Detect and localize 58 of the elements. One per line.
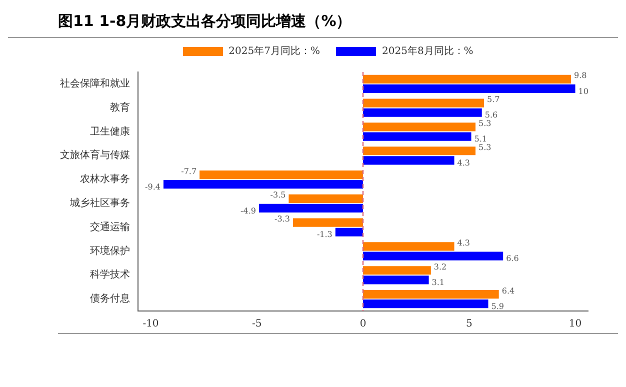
bar — [363, 122, 476, 132]
bar — [363, 146, 476, 156]
bar — [363, 98, 484, 108]
bar — [363, 300, 488, 308]
chart-title: 图11 1-8月财政支出各分项同比增速（%） — [8, 8, 618, 38]
data-label: 4.3 — [457, 158, 470, 168]
data-label: -7.7 — [181, 166, 197, 176]
bar — [200, 170, 363, 180]
bar — [335, 228, 363, 236]
data-label: -4.9 — [240, 206, 256, 216]
bar — [363, 252, 504, 260]
x-tick-label: 5 — [466, 318, 472, 330]
legend-label: 2025年8月同比：% — [382, 44, 474, 58]
bar — [292, 218, 363, 227]
bar — [363, 290, 499, 299]
data-label: 5.1 — [474, 134, 487, 144]
y-tick-label: 债务付息 — [90, 292, 130, 305]
bar — [258, 204, 363, 213]
y-tick-label: 环境保护 — [90, 244, 130, 257]
bar — [363, 132, 472, 141]
bar — [363, 108, 482, 117]
y-tick-label: 教育 — [110, 101, 130, 114]
legend-label: 2025年7月同比：% — [228, 44, 320, 58]
data-label: 10 — [578, 86, 588, 96]
bar — [163, 180, 363, 189]
y-tick-label: 社会保障和就业 — [60, 78, 130, 90]
data-label: -3.5 — [270, 190, 286, 200]
data-label: -9.4 — [145, 182, 160, 192]
y-tick-label: 科学技术 — [90, 268, 130, 281]
bar — [363, 156, 454, 165]
y-tick-label: 卫生健康 — [90, 125, 130, 138]
y-tick-label: 文旅体育与传媒 — [60, 149, 130, 162]
bar — [363, 74, 572, 84]
data-label: 3.2 — [434, 262, 447, 272]
data-label: 6.4 — [502, 286, 515, 296]
x-tick-label: 10 — [568, 318, 582, 330]
y-tick-label: 城乡社区事务 — [69, 197, 130, 210]
data-label: 3.1 — [432, 278, 445, 288]
data-label: 4.3 — [457, 238, 470, 248]
y-tick-label: 农林水事务 — [80, 173, 130, 186]
bar — [363, 266, 431, 275]
data-label: 5.6 — [484, 110, 498, 120]
bar — [363, 276, 429, 284]
x-tick-label: -10 — [142, 318, 159, 330]
bar — [363, 84, 576, 94]
data-label: 6.6 — [506, 254, 519, 264]
data-label: 5.7 — [486, 95, 500, 104]
bar — [288, 194, 363, 203]
data-label: 5.9 — [491, 302, 504, 311]
x-tick-label: 0 — [360, 318, 366, 330]
x-tick-label: -5 — [252, 318, 262, 330]
data-label: 5.3 — [478, 142, 492, 152]
data-label: -1.3 — [316, 230, 332, 240]
y-tick-label: 交通运输 — [90, 220, 130, 233]
data-label: -3.3 — [274, 214, 290, 224]
data-label: 9.8 — [574, 71, 587, 80]
data-label: 5.3 — [478, 119, 492, 128]
bar — [363, 242, 454, 251]
